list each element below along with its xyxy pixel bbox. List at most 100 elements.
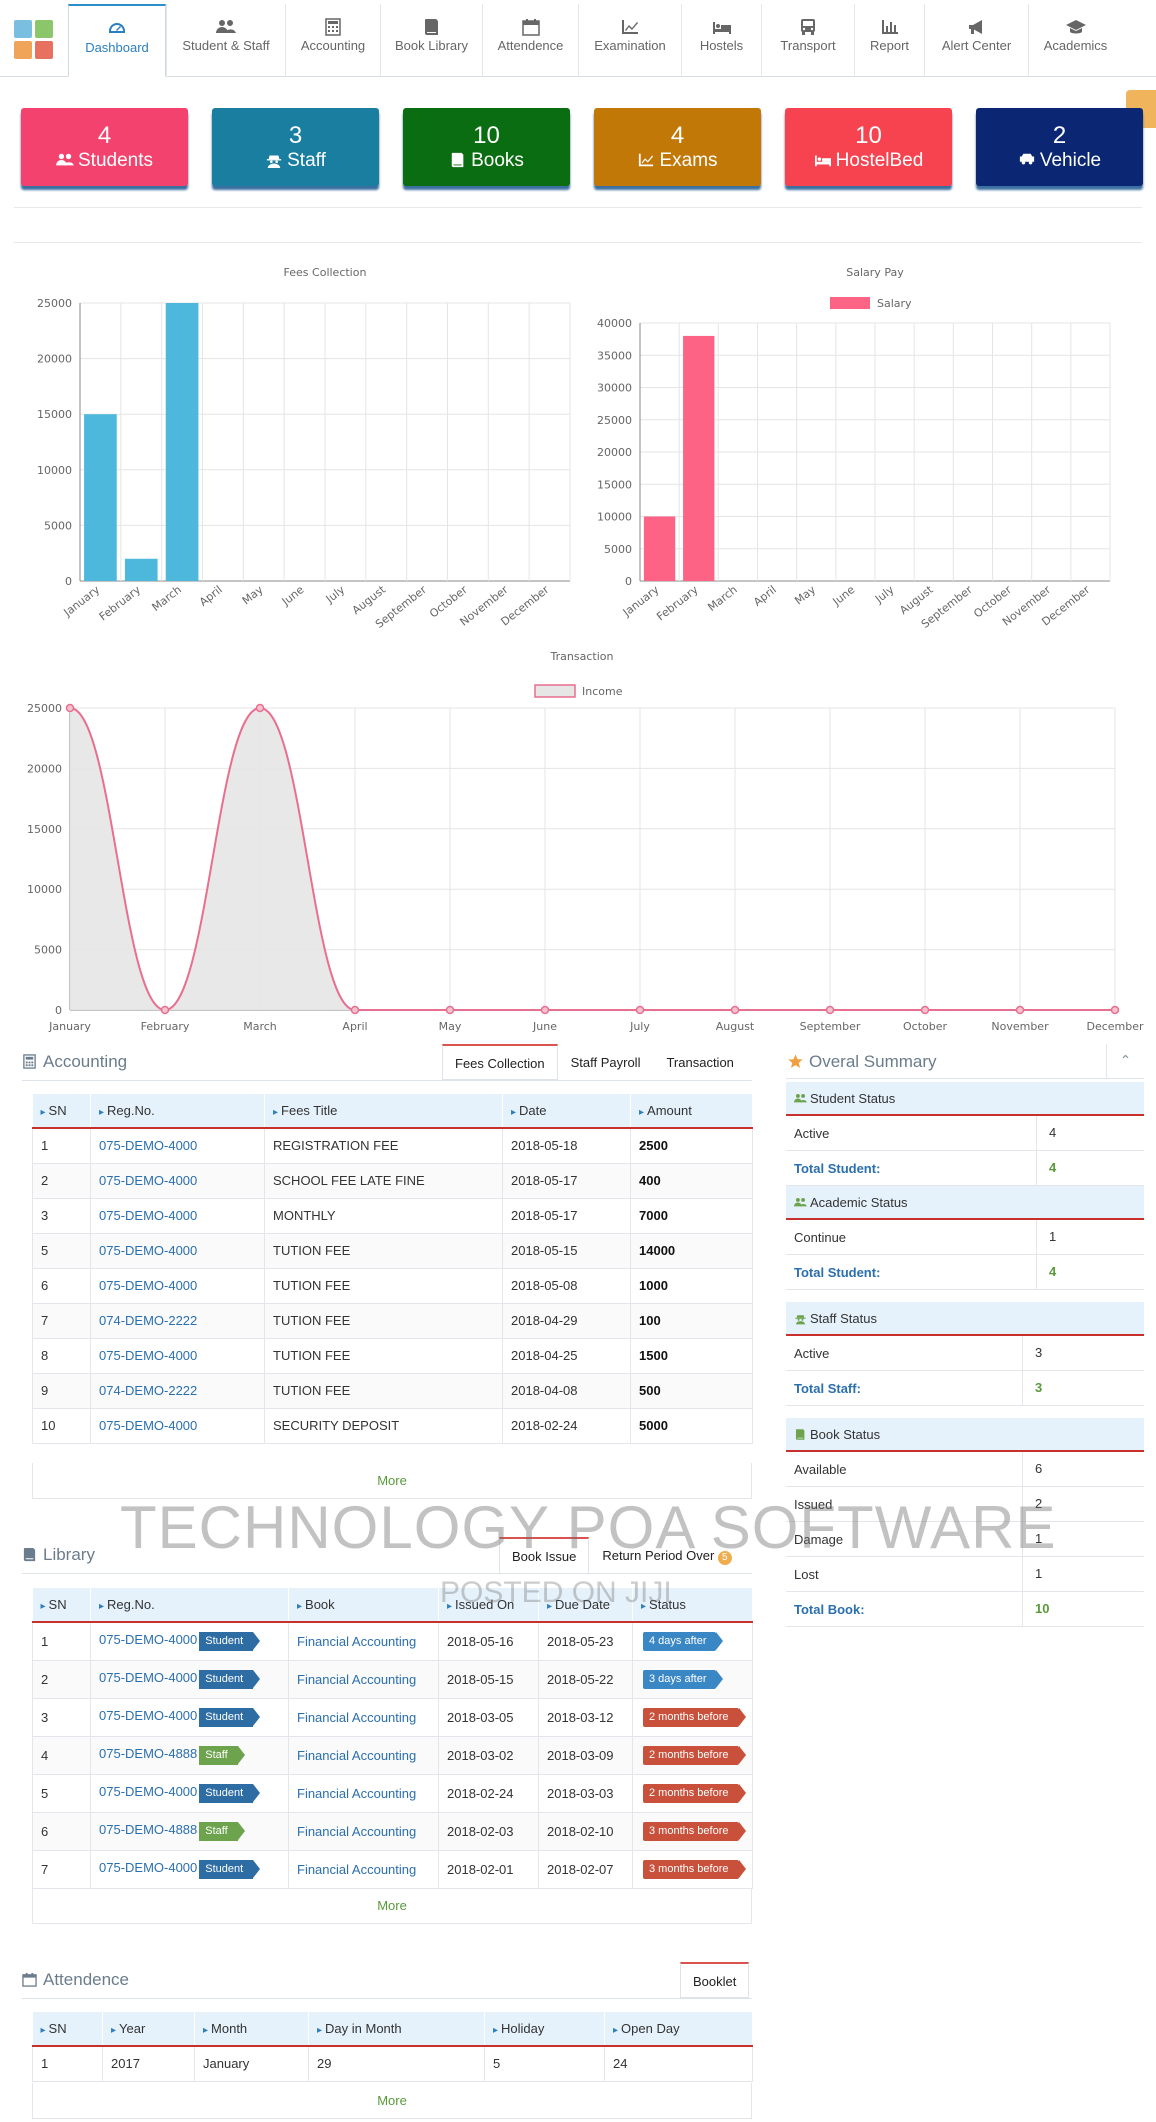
- user-secret-icon: [794, 1311, 810, 1326]
- table-row[interactable]: 5 075-DEMO-4000 TUTION FEE 2018-05-15 14000: [32, 1233, 753, 1269]
- book-title-link[interactable]: Financial Accounting: [288, 1736, 439, 1775]
- book-title-link[interactable]: Financial Accounting: [288, 1698, 439, 1737]
- app-logo[interactable]: [14, 20, 54, 60]
- sort-icon: ▸: [203, 2025, 209, 2036]
- table-row[interactable]: 6 075-DEMO-4888 Staff Financial Accounting 2…: [32, 1812, 753, 1851]
- table-row[interactable]: 3 075-DEMO-4000 Student Financial Accountin…: [32, 1698, 753, 1737]
- amount: 2500: [630, 1128, 753, 1164]
- book-title-link[interactable]: Financial Accounting: [288, 1660, 439, 1699]
- column-header[interactable]: ▸ Amount: [630, 1094, 753, 1129]
- reg-no-link[interactable]: 075-DEMO-4000: [90, 1268, 265, 1304]
- reg-no-link[interactable]: 075-DEMO-4888: [99, 1821, 198, 1837]
- reg-no-link[interactable]: 075-DEMO-4000: [90, 1338, 265, 1374]
- stat-tile-exams[interactable]: 4 Exams: [594, 108, 761, 186]
- stat-tile-students[interactable]: 4 Students: [21, 108, 188, 186]
- book-title-link[interactable]: Financial Accounting: [288, 1774, 439, 1813]
- table-row[interactable]: 9 074-DEMO-2222 TUTION FEE 2018-04-08 500: [32, 1373, 753, 1409]
- library-more-link[interactable]: More: [32, 1888, 752, 1924]
- stat-tile-hostelbed[interactable]: 10 HostelBed: [785, 108, 952, 186]
- reg-no-link[interactable]: 075-DEMO-4000: [99, 1707, 198, 1723]
- reg-no-link[interactable]: 075-DEMO-4000: [90, 1198, 265, 1234]
- table-row[interactable]: 10 075-DEMO-4000 SECURITY DEPOSIT 2018-02-2…: [32, 1408, 753, 1444]
- year: 2017: [102, 2046, 195, 2082]
- column-header[interactable]: ▸ Book: [288, 1588, 439, 1623]
- book-title-link[interactable]: Financial Accounting: [288, 1622, 439, 1661]
- column-header[interactable]: ▸ Year: [102, 2012, 195, 2047]
- column-header[interactable]: ▸ Month: [194, 2012, 309, 2047]
- column-header[interactable]: ▸ Date: [502, 1094, 631, 1129]
- reg-no-link[interactable]: 075-DEMO-4000: [99, 1783, 198, 1799]
- tab-book-issue[interactable]: Book Issue: [499, 1537, 590, 1574]
- member-type-badge: Student: [199, 1783, 261, 1803]
- nav-label: Attendence: [497, 38, 564, 53]
- table-row[interactable]: 7 075-DEMO-4000 Student Financial Accountin…: [32, 1850, 753, 1889]
- reg-no-link[interactable]: 075-DEMO-4000: [99, 1631, 198, 1647]
- nav-attendence[interactable]: Attendence: [482, 4, 578, 77]
- collapse-chevron-icon[interactable]: ⌃: [1106, 1044, 1144, 1078]
- status-badge: 3 days after: [643, 1669, 725, 1689]
- table-row[interactable]: 2 075-DEMO-4000 SCHOOL FEE LATE FINE 2018-0…: [32, 1163, 753, 1199]
- table-row[interactable]: 4 075-DEMO-4888 Staff Financial Accounting 2…: [32, 1736, 753, 1775]
- table-row[interactable]: 3 075-DEMO-4000 MONTHLY 2018-05-17 7000: [32, 1198, 753, 1234]
- stat-tile-staff[interactable]: 3 Staff: [212, 108, 379, 186]
- book-title-link[interactable]: Financial Accounting: [288, 1812, 439, 1851]
- reg-no-link[interactable]: 075-DEMO-4888: [99, 1745, 198, 1761]
- nav-examination[interactable]: Examination: [578, 4, 681, 77]
- column-header[interactable]: ▸ Fees Title: [264, 1094, 503, 1129]
- table-row[interactable]: 1 2017 January 29 5 24: [32, 2046, 753, 2082]
- nav-report[interactable]: Report: [854, 4, 924, 77]
- column-header[interactable]: ▸ SN: [32, 1094, 91, 1129]
- reg-no-link[interactable]: 075-DEMO-4000: [90, 1163, 265, 1199]
- column-header[interactable]: ▸ SN: [32, 2012, 103, 2047]
- column-header[interactable]: ▸ Holiday: [484, 2012, 605, 2047]
- stat-tile-vehicle[interactable]: 2 Vehicle: [976, 108, 1143, 186]
- column-header[interactable]: ▸ Status: [632, 1588, 753, 1623]
- reg-no-link[interactable]: 075-DEMO-4000: [99, 1859, 198, 1875]
- car-icon: [1018, 150, 1040, 171]
- reg-no-link[interactable]: 075-DEMO-4000: [90, 1408, 265, 1444]
- accounting-more-link[interactable]: More: [32, 1463, 752, 1499]
- book-title-link[interactable]: Financial Accounting: [288, 1850, 439, 1889]
- x-tick-label: June: [532, 1020, 557, 1033]
- table-row[interactable]: 1 075-DEMO-4000 Student Financial Accountin…: [32, 1622, 753, 1661]
- nav-hostels[interactable]: Hostels: [681, 4, 761, 77]
- tab-fees-collection[interactable]: Fees Collection: [442, 1044, 558, 1080]
- nav-dashboard[interactable]: Dashboard: [68, 4, 166, 77]
- nav-transport[interactable]: Transport: [761, 4, 854, 77]
- nav-student-staff[interactable]: Student & Staff: [166, 4, 285, 77]
- reg-no-cell: 075-DEMO-4888 Staff: [90, 1812, 289, 1851]
- column-header[interactable]: ▸ Day in Month: [308, 2012, 485, 2047]
- tab-return-period-over[interactable]: Return Period Over 5: [589, 1537, 744, 1574]
- column-header[interactable]: ▸ Due Date: [538, 1588, 633, 1623]
- column-header[interactable]: ▸ Reg.No.: [90, 1588, 289, 1623]
- reg-no-link[interactable]: 075-DEMO-4000: [99, 1669, 198, 1685]
- tab-transaction[interactable]: Transaction: [666, 1055, 734, 1070]
- reg-no-link[interactable]: 074-DEMO-2222: [90, 1373, 265, 1409]
- column-header[interactable]: ▸ Open Day: [604, 2012, 753, 2047]
- table-row[interactable]: 8 075-DEMO-4000 TUTION FEE 2018-04-25 1500: [32, 1338, 753, 1374]
- table-row[interactable]: 7 074-DEMO-2222 TUTION FEE 2018-04-29 100: [32, 1303, 753, 1339]
- nav-academics[interactable]: Academics: [1028, 4, 1122, 77]
- y-tick-label: 0: [625, 575, 632, 588]
- star-icon: [788, 1054, 803, 1068]
- column-header[interactable]: ▸ SN: [32, 1588, 91, 1623]
- tab-booklet[interactable]: Booklet: [680, 1962, 750, 1998]
- reg-no-link[interactable]: 075-DEMO-4000: [90, 1128, 265, 1164]
- reg-no-link[interactable]: 075-DEMO-4000: [90, 1233, 265, 1269]
- calendar-icon: [22, 1972, 37, 1987]
- nav-accounting[interactable]: Accounting: [285, 4, 380, 77]
- attendence-more-link[interactable]: More: [32, 2083, 752, 2119]
- reg-no-link[interactable]: 074-DEMO-2222: [90, 1303, 265, 1339]
- nav-alert-center[interactable]: Alert Center: [924, 4, 1028, 77]
- column-header[interactable]: ▸ Issued On: [438, 1588, 539, 1623]
- stat-tile-books[interactable]: 10 Books: [403, 108, 570, 186]
- tab-staff-payroll[interactable]: Staff Payroll: [570, 1055, 641, 1070]
- table-row[interactable]: 6 075-DEMO-4000 TUTION FEE 2018-05-08 1000: [32, 1268, 753, 1304]
- nav-book-library[interactable]: Book Library: [380, 4, 482, 77]
- stat-label: Students: [21, 150, 188, 172]
- column-header[interactable]: ▸ Reg.No.: [90, 1094, 265, 1129]
- table-row[interactable]: 5 075-DEMO-4000 Student Financial Accountin…: [32, 1774, 753, 1813]
- table-row[interactable]: 2 075-DEMO-4000 Student Financial Accountin…: [32, 1660, 753, 1699]
- fees-collection-table: ▸ SN ▸ Reg.No. ▸ Fees Title ▸ Date ▸ Amount 1 075-D…: [32, 1094, 753, 1444]
- table-row[interactable]: 1 075-DEMO-4000 REGISTRATION FEE 2018-05-18…: [32, 1128, 753, 1164]
